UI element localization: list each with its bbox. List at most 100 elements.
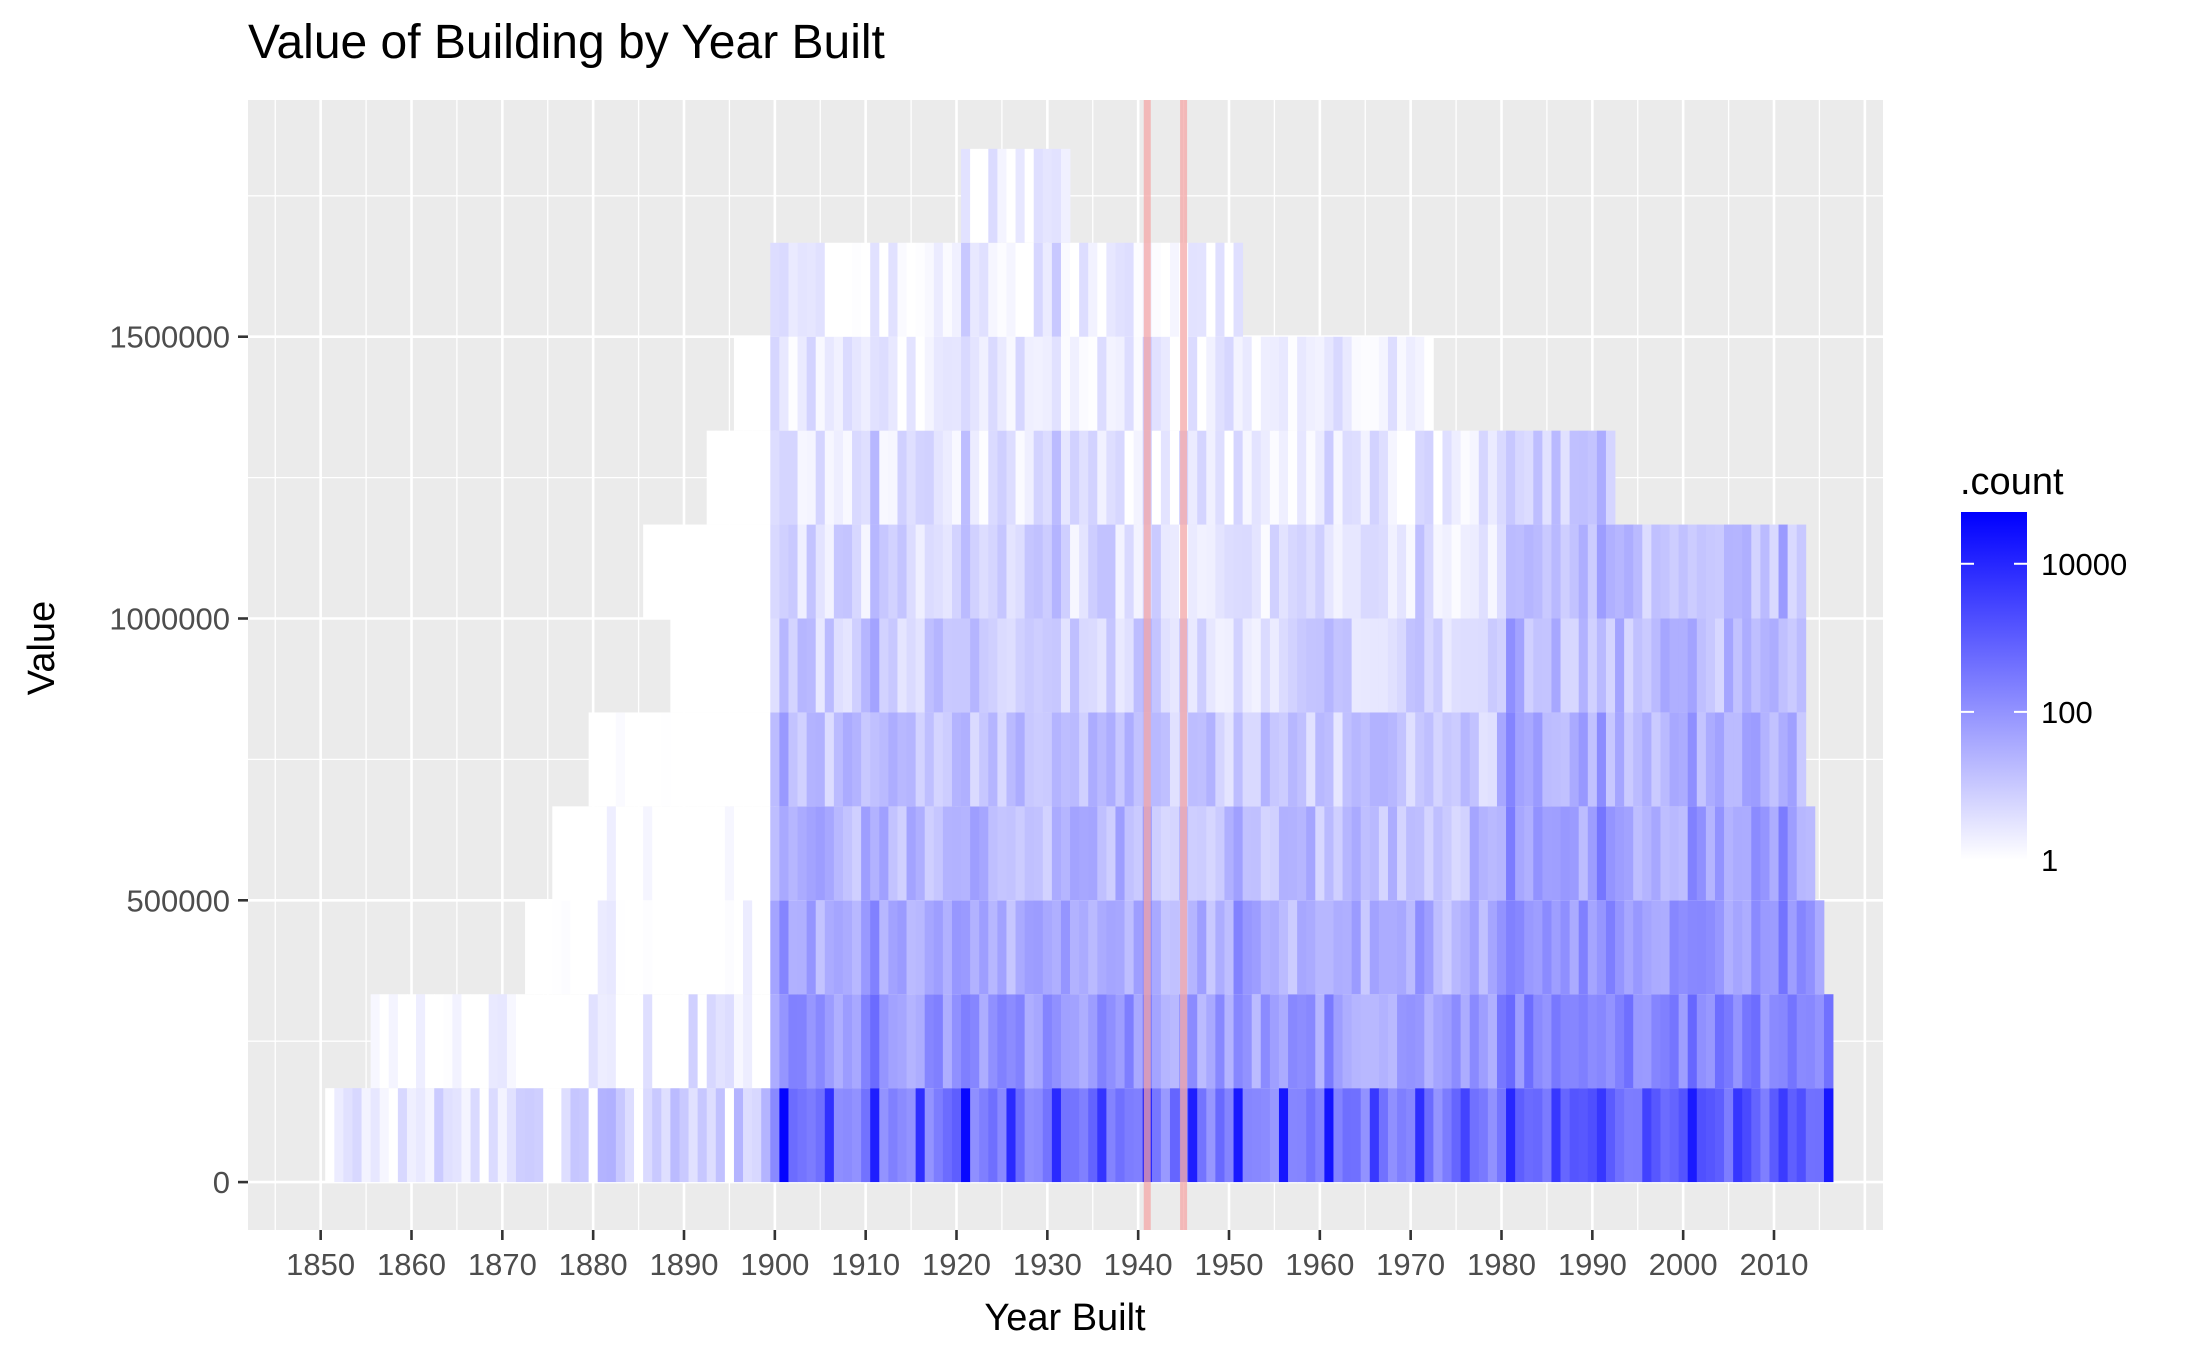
heatmap-tile bbox=[988, 900, 998, 995]
heatmap-tile bbox=[815, 336, 826, 431]
heatmap-tile bbox=[1533, 994, 1543, 1089]
heatmap-tile bbox=[1115, 712, 1125, 807]
heatmap-tile bbox=[1297, 1088, 1307, 1183]
heatmap-tile bbox=[1024, 900, 1035, 995]
heatmap-tile bbox=[434, 994, 444, 1089]
heatmap-tile bbox=[1587, 806, 1598, 901]
heatmap-tile bbox=[1342, 994, 1353, 1089]
heatmap-tile bbox=[1760, 618, 1770, 713]
heatmap-tile bbox=[1596, 900, 1607, 995]
heatmap-tile bbox=[1188, 242, 1198, 337]
heatmap-tile bbox=[942, 336, 953, 431]
heatmap-tile bbox=[379, 994, 390, 1089]
heatmap-tile bbox=[933, 900, 944, 995]
heatmap-tile bbox=[997, 242, 1007, 337]
heatmap-tile bbox=[988, 242, 998, 337]
heatmap-tile bbox=[1042, 712, 1053, 807]
heatmap-tile bbox=[1106, 336, 1116, 431]
heatmap-tile bbox=[1206, 430, 1216, 525]
heatmap-tile bbox=[788, 900, 798, 995]
heatmap-tile bbox=[888, 242, 898, 337]
heatmap-tile bbox=[1342, 712, 1353, 807]
heatmap-tile bbox=[1615, 900, 1625, 995]
heatmap-tile bbox=[1297, 430, 1307, 525]
x-tick-label: 1890 bbox=[650, 1247, 719, 1282]
heatmap-tile bbox=[906, 336, 917, 431]
heatmap-tile bbox=[1687, 524, 1698, 619]
heatmap-tile bbox=[724, 712, 735, 807]
heatmap-tile bbox=[961, 336, 971, 431]
heatmap-tile bbox=[733, 712, 744, 807]
heatmap-tile bbox=[570, 806, 580, 901]
heatmap-tile bbox=[979, 336, 989, 431]
heatmap-tile bbox=[724, 900, 735, 995]
heatmap-tile bbox=[870, 994, 880, 1089]
heatmap-tile bbox=[1578, 618, 1589, 713]
heatmap-tile bbox=[470, 1088, 481, 1183]
heatmap-tile bbox=[715, 712, 726, 807]
heatmap-tile bbox=[1787, 1088, 1798, 1183]
heatmap-tile bbox=[1769, 524, 1779, 619]
heatmap-tile bbox=[615, 900, 626, 995]
heatmap-tile bbox=[1424, 524, 1434, 619]
heatmap-tile bbox=[1551, 430, 1561, 525]
heatmap-tile bbox=[779, 336, 789, 431]
heatmap-tile bbox=[1442, 994, 1452, 1089]
heatmap-tile bbox=[743, 524, 753, 619]
heatmap-tile bbox=[861, 242, 871, 337]
heatmap-tile bbox=[1106, 1088, 1116, 1183]
heatmap-tile bbox=[1015, 806, 1026, 901]
heatmap-tile bbox=[1687, 900, 1698, 995]
heatmap-tile bbox=[1297, 336, 1307, 431]
heatmap-tile bbox=[1696, 618, 1707, 713]
x-tick-label: 1980 bbox=[1467, 1247, 1536, 1282]
heatmap-tile bbox=[861, 430, 871, 525]
heatmap-tile bbox=[1787, 806, 1798, 901]
heatmap-tile bbox=[1533, 618, 1543, 713]
heatmap-tile bbox=[806, 900, 817, 995]
heatmap-tile bbox=[1751, 994, 1761, 1089]
heatmap-tile bbox=[1197, 806, 1207, 901]
heatmap-tile bbox=[1524, 712, 1534, 807]
heatmap-tile bbox=[806, 806, 817, 901]
heatmap-tile bbox=[997, 336, 1007, 431]
heatmap-tile bbox=[924, 618, 935, 713]
heatmap-tile bbox=[1306, 900, 1316, 995]
heatmap-tile bbox=[488, 994, 499, 1089]
heatmap-tile bbox=[1070, 1088, 1080, 1183]
heatmap-tile bbox=[688, 900, 699, 995]
heatmap-tile bbox=[951, 618, 962, 713]
heatmap-tile bbox=[870, 242, 880, 337]
heatmap-tile bbox=[1387, 994, 1398, 1089]
heatmap-tile bbox=[661, 524, 671, 619]
heatmap-tile bbox=[1760, 524, 1770, 619]
heatmap-tile bbox=[1569, 806, 1580, 901]
heatmap-tile bbox=[1197, 336, 1207, 431]
heatmap-tile bbox=[1124, 430, 1135, 525]
heatmap-tile bbox=[1278, 900, 1289, 995]
heatmap-tile bbox=[1587, 900, 1598, 995]
heatmap-tile bbox=[924, 1088, 935, 1183]
heatmap-tile bbox=[1415, 1088, 1425, 1183]
heatmap-tile bbox=[1215, 900, 1225, 995]
heatmap-tile bbox=[951, 242, 962, 337]
heatmap-tile bbox=[1015, 618, 1026, 713]
heatmap-tile bbox=[1124, 618, 1135, 713]
heatmap-tile bbox=[1742, 806, 1752, 901]
x-tick-label: 1850 bbox=[286, 1247, 355, 1282]
heatmap-tile bbox=[1397, 994, 1407, 1089]
heatmap-tile bbox=[1406, 1088, 1416, 1183]
heatmap-tile bbox=[1605, 712, 1616, 807]
heatmap-tile bbox=[1624, 1088, 1634, 1183]
y-tick-label: 500000 bbox=[127, 883, 230, 918]
heatmap-tile bbox=[879, 430, 889, 525]
heatmap-tile bbox=[1733, 712, 1743, 807]
heatmap-tile bbox=[1687, 712, 1698, 807]
heatmap-tile bbox=[988, 1088, 998, 1183]
heatmap-tile bbox=[988, 712, 998, 807]
heatmap-tile bbox=[1533, 524, 1543, 619]
heatmap-tile bbox=[1006, 1088, 1016, 1183]
heatmap-tile bbox=[942, 900, 953, 995]
y-axis: 0 500000 1000000 1500000 bbox=[109, 320, 248, 1200]
y-tick-label: 1500000 bbox=[109, 320, 230, 355]
